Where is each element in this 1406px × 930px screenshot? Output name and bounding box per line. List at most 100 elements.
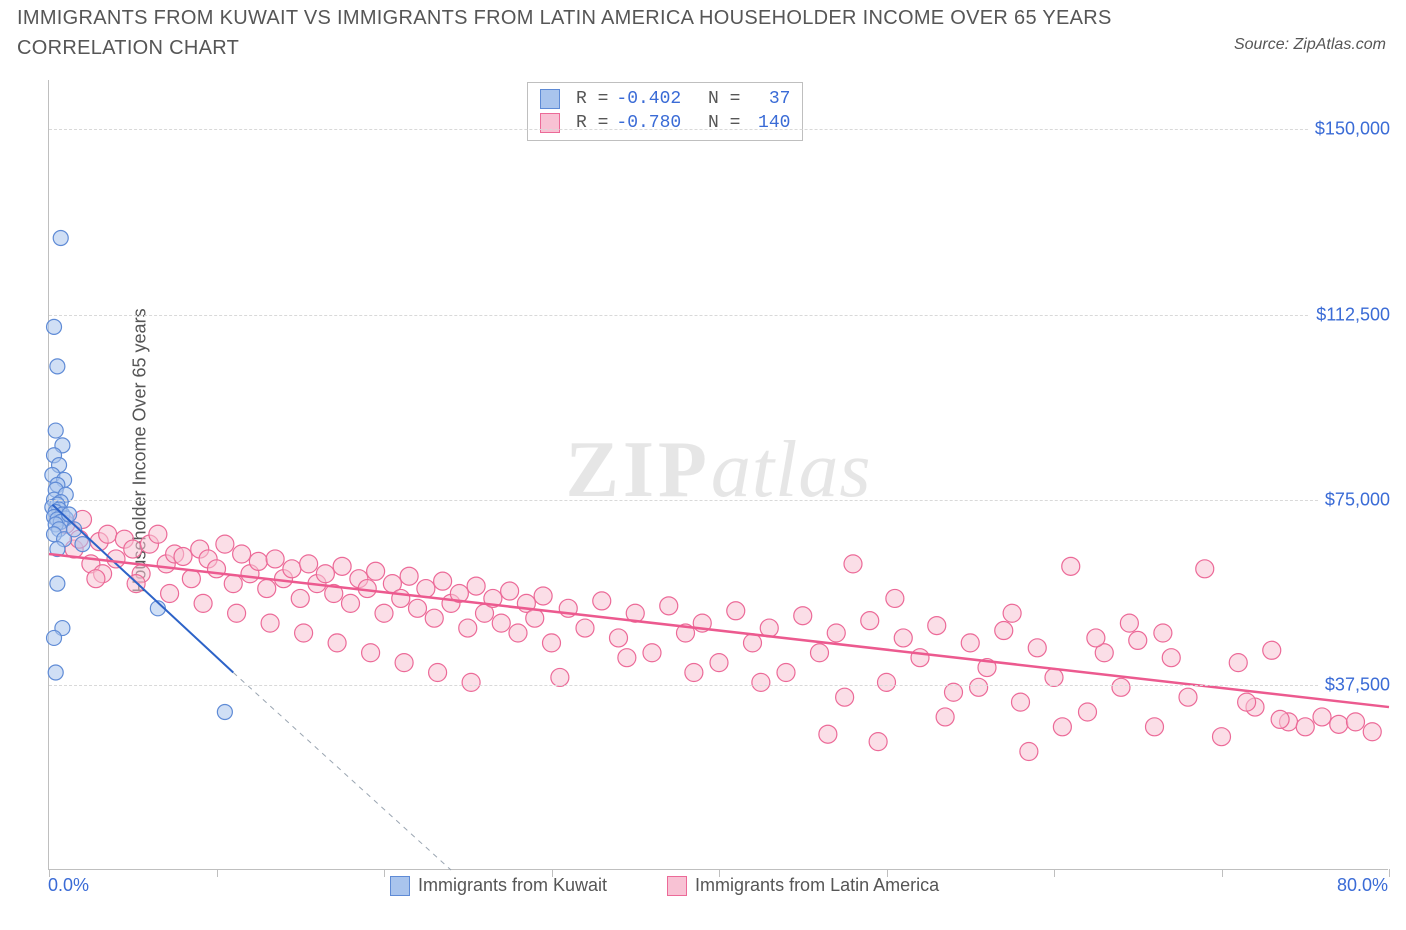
y-tick-label: $150,000 (1309, 119, 1390, 140)
x-tick (1222, 869, 1223, 877)
scatter-point-latin (1045, 668, 1063, 686)
scatter-point-kuwait (50, 359, 65, 374)
trend-line-kuwait-dashed (233, 673, 451, 871)
y-tick-label: $112,500 (1310, 304, 1390, 325)
plot-area: ZIPatlas R = -0.402 N = 37 R = -0.780 N … (48, 80, 1388, 870)
scatter-point-latin (395, 654, 413, 672)
scatter-point-latin (392, 589, 410, 607)
scatter-point-latin (1028, 639, 1046, 657)
scatter-point-latin (961, 634, 979, 652)
scatter-point-latin (295, 624, 313, 642)
scatter-point-latin (99, 525, 117, 543)
scatter-point-kuwait (48, 423, 63, 438)
scatter-point-kuwait (47, 319, 62, 334)
scatter-point-latin (367, 562, 385, 580)
gridline (49, 129, 1388, 130)
scatter-point-latin (87, 570, 105, 588)
scatter-point-latin (710, 654, 728, 672)
scatter-point-latin (593, 592, 611, 610)
scatter-point-latin (794, 607, 812, 625)
scatter-point-latin (844, 555, 862, 573)
scatter-point-latin (576, 619, 594, 637)
scatter-point-latin (1087, 629, 1105, 647)
scatter-point-latin (1363, 723, 1381, 741)
chart-title: IMMIGRANTS FROM KUWAIT VS IMMIGRANTS FRO… (17, 3, 1117, 63)
swatch-kuwait-icon (390, 876, 410, 896)
scatter-point-latin (258, 580, 276, 598)
scatter-point-latin (1179, 688, 1197, 706)
scatter-point-latin (509, 624, 527, 642)
scatter-point-latin (836, 688, 854, 706)
scatter-point-latin (182, 570, 200, 588)
scatter-point-latin (777, 664, 795, 682)
scatter-point-latin (534, 587, 552, 605)
legend-label-latin: Immigrants from Latin America (695, 875, 939, 895)
scatter-point-kuwait (53, 231, 68, 246)
scatter-point-latin (861, 612, 879, 630)
scatter-point-latin (819, 725, 837, 743)
scatter-point-latin (1012, 693, 1030, 711)
scatter-point-latin (1271, 710, 1289, 728)
scatter-point-latin (610, 629, 628, 647)
scatter-point-latin (333, 557, 351, 575)
scatter-point-latin (375, 604, 393, 622)
scatter-point-latin (685, 664, 703, 682)
scatter-point-latin (543, 634, 561, 652)
legend-item-kuwait: Immigrants from Kuwait (390, 875, 607, 896)
scatter-point-latin (727, 602, 745, 620)
x-tick (1054, 869, 1055, 877)
scatter-point-latin (936, 708, 954, 726)
scatter-point-latin (1079, 703, 1097, 721)
scatter-point-latin (1003, 604, 1021, 622)
legend-label-kuwait: Immigrants from Kuwait (418, 875, 607, 895)
scatter-point-latin (174, 547, 192, 565)
scatter-point-latin (1263, 641, 1281, 659)
gridline (49, 315, 1388, 316)
scatter-point-latin (1213, 728, 1231, 746)
scatter-point-kuwait (48, 665, 63, 680)
scatter-point-latin (1154, 624, 1172, 642)
scatter-point-latin (551, 668, 569, 686)
source-attribution: Source: ZipAtlas.com (1234, 36, 1386, 54)
scatter-point-latin (970, 678, 988, 696)
scatter-point-latin (459, 619, 477, 637)
scatter-point-latin (878, 673, 896, 691)
scatter-point-latin (1129, 631, 1147, 649)
scatter-point-latin (492, 614, 510, 632)
scatter-point-latin (300, 555, 318, 573)
scatter-point-latin (216, 535, 234, 553)
scatter-point-kuwait (47, 630, 62, 645)
legend-bottom: Immigrants from Kuwait Immigrants from L… (390, 875, 939, 896)
scatter-point-latin (643, 644, 661, 662)
scatter-point-latin (400, 567, 418, 585)
scatter-point-latin (228, 604, 246, 622)
scatter-point-latin (1053, 718, 1071, 736)
scatter-point-latin (266, 550, 284, 568)
scatter-point-latin (1146, 718, 1164, 736)
scatter-point-latin (1313, 708, 1331, 726)
x-tick (217, 869, 218, 877)
scatter-point-latin (149, 525, 167, 543)
scatter-point-latin (811, 644, 829, 662)
scatter-point-latin (342, 594, 360, 612)
scatter-point-latin (417, 580, 435, 598)
x-max-label: 80.0% (1337, 875, 1388, 896)
scatter-point-latin (1196, 560, 1214, 578)
scatter-point-latin (362, 644, 380, 662)
scatter-point-latin (1296, 718, 1314, 736)
scatter-point-latin (161, 585, 179, 603)
x-tick (384, 869, 385, 877)
scatter-point-latin (928, 617, 946, 635)
scatter-point-latin (462, 673, 480, 691)
scatter-point-kuwait (50, 576, 65, 591)
scatter-point-latin (261, 614, 279, 632)
scatter-point-latin (328, 634, 346, 652)
scatter-point-latin (1112, 678, 1130, 696)
scatter-point-kuwait (217, 705, 232, 720)
scatter-point-latin (425, 609, 443, 627)
scatter-point-latin (233, 545, 251, 563)
scatter-point-latin (1347, 713, 1365, 731)
legend-item-latin: Immigrants from Latin America (667, 875, 939, 896)
scatter-point-kuwait (75, 537, 90, 552)
scatter-svg (49, 80, 1388, 869)
